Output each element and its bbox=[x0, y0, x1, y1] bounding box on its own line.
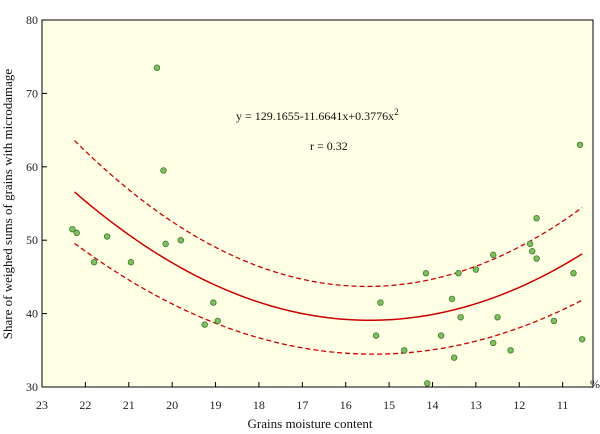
x-tick-label: 23 bbox=[36, 398, 48, 412]
data-point bbox=[424, 380, 431, 387]
x-tick-label: 22 bbox=[79, 398, 91, 412]
x-tick-label: 16 bbox=[340, 398, 352, 412]
data-point bbox=[533, 255, 540, 262]
data-point bbox=[457, 314, 464, 321]
lower-confidence-band bbox=[74, 242, 583, 355]
data-point bbox=[73, 229, 80, 237]
data-point bbox=[214, 317, 221, 325]
correlation-annotation: r = 0.32 bbox=[310, 139, 348, 153]
x-tick-label: 19 bbox=[210, 398, 222, 412]
data-point bbox=[377, 299, 384, 306]
x-tick-label: 18 bbox=[253, 398, 265, 412]
x-axis-ticks: 23 22 21 20 19 18 17 16 15 14 13 12 11 bbox=[36, 382, 568, 412]
x-tick-label: 13 bbox=[470, 398, 482, 412]
data-point bbox=[437, 332, 445, 339]
data-point bbox=[210, 299, 217, 306]
data-point bbox=[160, 167, 167, 174]
data-point bbox=[103, 233, 111, 240]
y-tick-label: 30 bbox=[26, 380, 38, 394]
data-point bbox=[448, 295, 456, 303]
x-tick-label: 20 bbox=[166, 398, 178, 412]
y-tick-label: 40 bbox=[26, 307, 38, 321]
data-point bbox=[494, 314, 501, 321]
data-point bbox=[526, 240, 534, 248]
data-point bbox=[372, 332, 380, 339]
equation-annotation: y = 129.1655-11.6641x+0.3776x2 bbox=[236, 107, 399, 123]
data-point bbox=[177, 236, 185, 244]
y-axis-ticks: 30 40 50 60 70 80 bbox=[26, 13, 47, 394]
y-tick-label: 50 bbox=[26, 233, 38, 247]
data-point bbox=[550, 317, 558, 325]
plot-area bbox=[42, 20, 593, 387]
data-point bbox=[450, 354, 458, 361]
data-points bbox=[69, 64, 586, 387]
data-point bbox=[507, 347, 514, 354]
regression-curve bbox=[74, 191, 583, 322]
data-point bbox=[162, 240, 169, 248]
x-tick-label: 21 bbox=[123, 398, 135, 412]
upper-confidence-band bbox=[74, 140, 583, 288]
data-point bbox=[422, 270, 430, 277]
y-tick-label: 60 bbox=[26, 160, 38, 174]
data-point bbox=[570, 270, 577, 277]
y-axis-title: Share of weighed sums of grains with mic… bbox=[0, 69, 15, 340]
fit-layer bbox=[74, 140, 583, 355]
data-point bbox=[529, 248, 536, 255]
x-tick-label: 14 bbox=[426, 398, 438, 412]
y-tick-label: 70 bbox=[26, 86, 38, 100]
data-point bbox=[455, 270, 462, 277]
data-point bbox=[401, 347, 408, 354]
x-tick-label: 17 bbox=[296, 398, 308, 412]
plot-frame bbox=[41, 19, 594, 388]
y-tick-label: 80 bbox=[26, 13, 38, 27]
data-point bbox=[578, 336, 586, 343]
data-point bbox=[576, 141, 584, 148]
data-point bbox=[153, 64, 161, 71]
x-tick-label: 12 bbox=[513, 398, 525, 412]
x-axis-title: Grains moisture content bbox=[248, 416, 373, 431]
data-point bbox=[201, 321, 208, 328]
x-axis-unit: % bbox=[590, 377, 600, 391]
data-point bbox=[533, 214, 540, 222]
x-tick-label: 11 bbox=[557, 398, 569, 412]
data-point bbox=[472, 266, 480, 273]
data-point bbox=[490, 339, 497, 347]
data-point bbox=[127, 259, 135, 266]
data-point bbox=[490, 251, 497, 259]
data-point bbox=[90, 259, 98, 266]
x-tick-label: 15 bbox=[383, 398, 395, 412]
data-point bbox=[69, 225, 76, 233]
